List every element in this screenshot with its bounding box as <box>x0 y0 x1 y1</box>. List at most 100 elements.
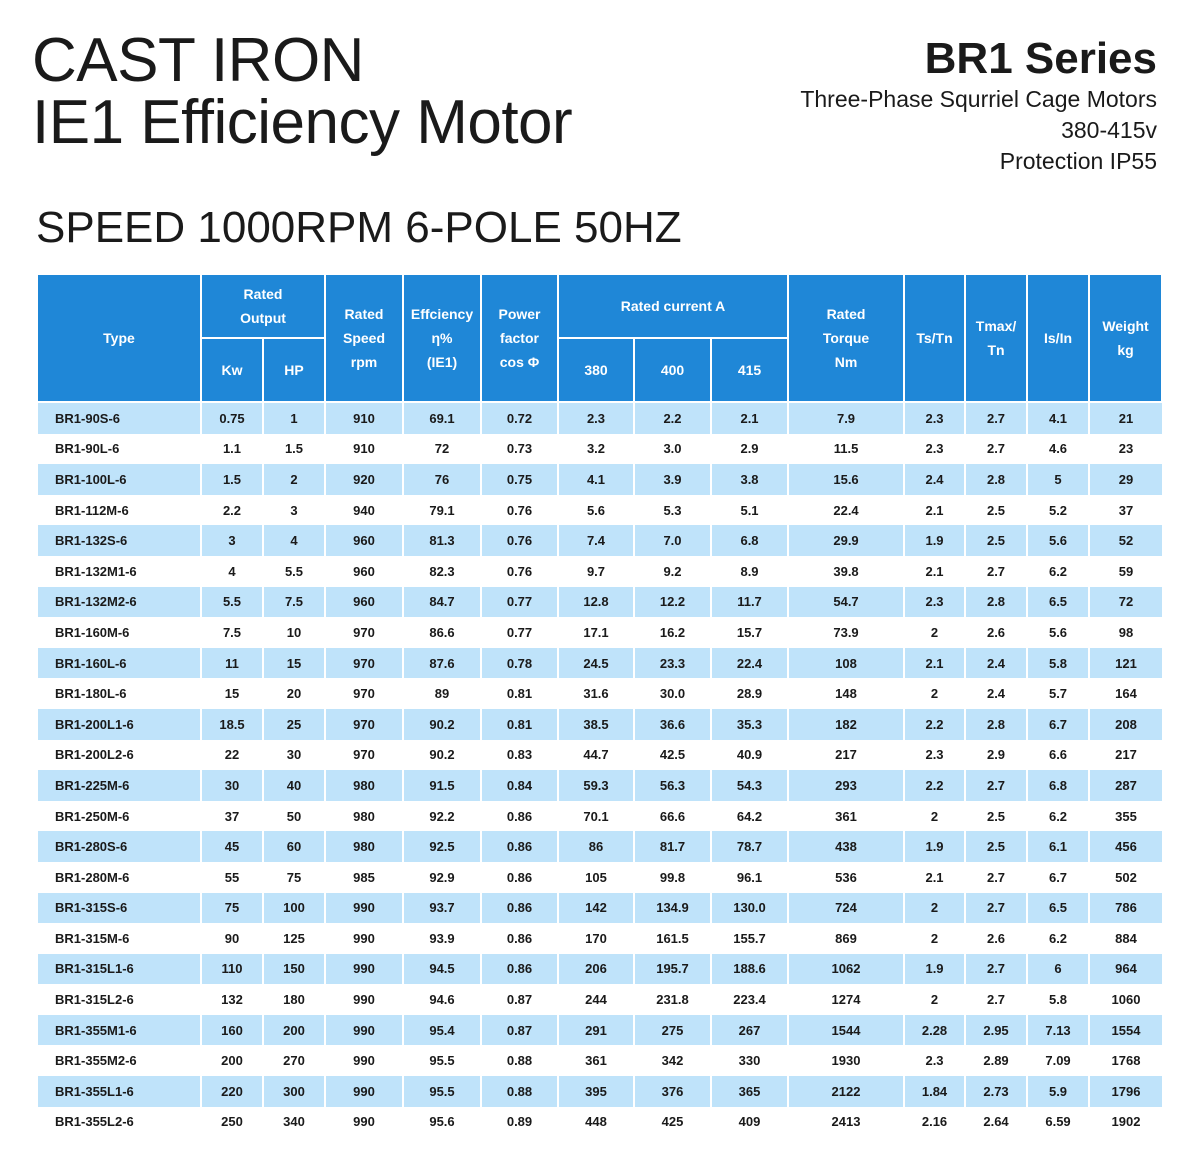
table-cell: 2.8 <box>964 586 1028 618</box>
table-cell: 6.1 <box>1026 831 1090 862</box>
table-cell: 90.2 <box>402 708 481 740</box>
table-cell: 5.3 <box>633 494 711 526</box>
table-cell: 409 <box>709 1106 789 1138</box>
spec-table-body: BR1-90S-6 0.75 1 910 69.1 0.72 2.3 2.2 2.1 7.9 2.3… <box>36 402 1163 1138</box>
table-row: BR1-132M1-6 4 5.5 960 82.3 0.76 9.7 9.2 8.9 39.8 2… <box>36 555 1163 587</box>
table-cell: 39.8 <box>787 555 905 587</box>
table-cell: 5.6 <box>557 494 634 526</box>
table-cell: 6.5 <box>1026 892 1090 924</box>
table-cell: 3.0 <box>633 433 711 465</box>
series-block: BR1 Series Three-Phase Squrriel Cage Mot… <box>800 34 1157 177</box>
table-cell: 23 <box>1088 433 1163 465</box>
motor-type-cell: BR1-355M2-6 <box>36 1045 201 1077</box>
table-cell: 4 <box>262 525 325 556</box>
table-cell: 6.8 <box>709 525 789 556</box>
table-cell: 293 <box>787 770 905 801</box>
series-name: BR1 Series <box>924 34 1157 83</box>
table-row: BR1-315S-6 75 100 990 93.7 0.86 142 134.9 130.0 7… <box>36 892 1163 924</box>
table-cell: 2.4 <box>964 647 1028 679</box>
table-cell: 160 <box>200 1014 263 1046</box>
table-row: BR1-160L-6 11 15 970 87.6 0.78 24.5 23.3 22.4 108… <box>36 647 1163 679</box>
table-cell: 108 <box>787 647 905 679</box>
motor-type-cell: BR1-315L2-6 <box>36 984 201 1015</box>
table-cell: 73.9 <box>787 617 905 648</box>
table-cell: 2.2 <box>903 708 966 740</box>
table-cell: 920 <box>324 464 403 495</box>
table-cell: 291 <box>557 1014 634 1046</box>
table-row: BR1-200L2-6 22 30 970 90.2 0.83 44.7 42.5 40.9 21… <box>36 739 1163 771</box>
table-cell: 7.4 <box>557 525 634 556</box>
table-cell: 960 <box>324 555 403 587</box>
table-cell: 2.8 <box>964 708 1028 740</box>
table-cell: 2.7 <box>964 402 1028 434</box>
table-cell: 275 <box>633 1014 711 1046</box>
table-cell: 536 <box>787 861 905 893</box>
table-cell: 1930 <box>787 1045 905 1077</box>
table-cell: 9.7 <box>557 555 634 587</box>
table-cell: 1796 <box>1088 1076 1163 1107</box>
table-row: BR1-90S-6 0.75 1 910 69.1 0.72 2.3 2.2 2.1 7.9 2.3… <box>36 402 1163 434</box>
table-cell: 35.3 <box>709 708 789 740</box>
table-cell: 132 <box>200 984 263 1015</box>
table-cell: 217 <box>787 739 905 771</box>
table-cell: 376 <box>633 1076 711 1107</box>
table-cell: 28.9 <box>709 678 789 709</box>
header-rated-current: Rated current A <box>556 273 790 339</box>
table-cell: 2.4 <box>903 464 966 495</box>
table-cell: 200 <box>262 1014 325 1046</box>
table-cell: 2.16 <box>903 1106 966 1138</box>
table-cell: 90.2 <box>402 739 481 771</box>
table-cell: 2.4 <box>964 678 1028 709</box>
table-cell: 64.2 <box>709 800 789 832</box>
table-cell: 66.6 <box>633 800 711 832</box>
table-cell: 94.5 <box>402 953 481 985</box>
table-cell: 12.2 <box>633 586 711 618</box>
table-cell: 93.7 <box>402 892 481 924</box>
table-cell: 60 <box>262 831 325 862</box>
table-cell: 395 <box>557 1076 634 1107</box>
table-cell: 6.8 <box>1026 770 1090 801</box>
table-row: BR1-315L2-6 132 180 990 94.6 0.87 244 231.8 223.… <box>36 984 1163 1015</box>
table-cell: 361 <box>557 1045 634 1077</box>
page-title: CAST IRON IE1 Efficiency Motor <box>32 30 573 157</box>
table-cell: 0.75 <box>480 464 558 495</box>
table-cell: 37 <box>1088 494 1163 526</box>
title-line-2: IE1 Efficiency Motor <box>32 88 573 157</box>
table-cell: 1.9 <box>903 831 966 862</box>
table-cell: 970 <box>324 617 403 648</box>
table-cell: 2.7 <box>964 984 1028 1015</box>
table-cell: 2.1 <box>903 861 966 893</box>
table-cell: 121 <box>1088 647 1163 679</box>
motor-type-cell: BR1-112M-6 <box>36 494 201 526</box>
table-cell: 188.6 <box>709 953 789 985</box>
table-cell: 164 <box>1088 678 1163 709</box>
table-cell: 2.3 <box>903 586 966 618</box>
motor-type-cell: BR1-355L2-6 <box>36 1106 201 1138</box>
table-cell: 438 <box>787 831 905 862</box>
table-cell: 100 <box>262 892 325 924</box>
table-cell: 960 <box>324 586 403 618</box>
table-cell: 78.7 <box>709 831 789 862</box>
table-cell: 0.81 <box>480 708 558 740</box>
table-cell: 990 <box>324 984 403 1015</box>
motor-type-cell: BR1-160M-6 <box>36 617 201 648</box>
table-cell: 93.9 <box>402 923 481 954</box>
header-tmax-tn: Tmax/Tn <box>964 273 1029 403</box>
table-cell: 1.5 <box>262 433 325 465</box>
table-cell: 2.1 <box>903 494 966 526</box>
table-cell: 0.83 <box>480 739 558 771</box>
table-cell: 5.6 <box>1026 525 1090 556</box>
header-rated-output: Rated Output <box>200 273 326 339</box>
table-cell: 206 <box>557 953 634 985</box>
table-row: BR1-250M-6 37 50 980 92.2 0.86 70.1 66.6 64.2 361… <box>36 800 1163 832</box>
table-cell: 86 <box>557 831 634 862</box>
table-cell: 59 <box>1088 555 1163 587</box>
table-cell: 980 <box>324 770 403 801</box>
motor-type-cell: BR1-315M-6 <box>36 923 201 954</box>
table-cell: 40.9 <box>709 739 789 771</box>
table-cell: 1554 <box>1088 1014 1163 1046</box>
table-cell: 0.87 <box>480 984 558 1015</box>
motor-type-cell: BR1-355M1-6 <box>36 1014 201 1046</box>
table-cell: 24.5 <box>557 647 634 679</box>
motor-type-cell: BR1-180L-6 <box>36 678 201 709</box>
